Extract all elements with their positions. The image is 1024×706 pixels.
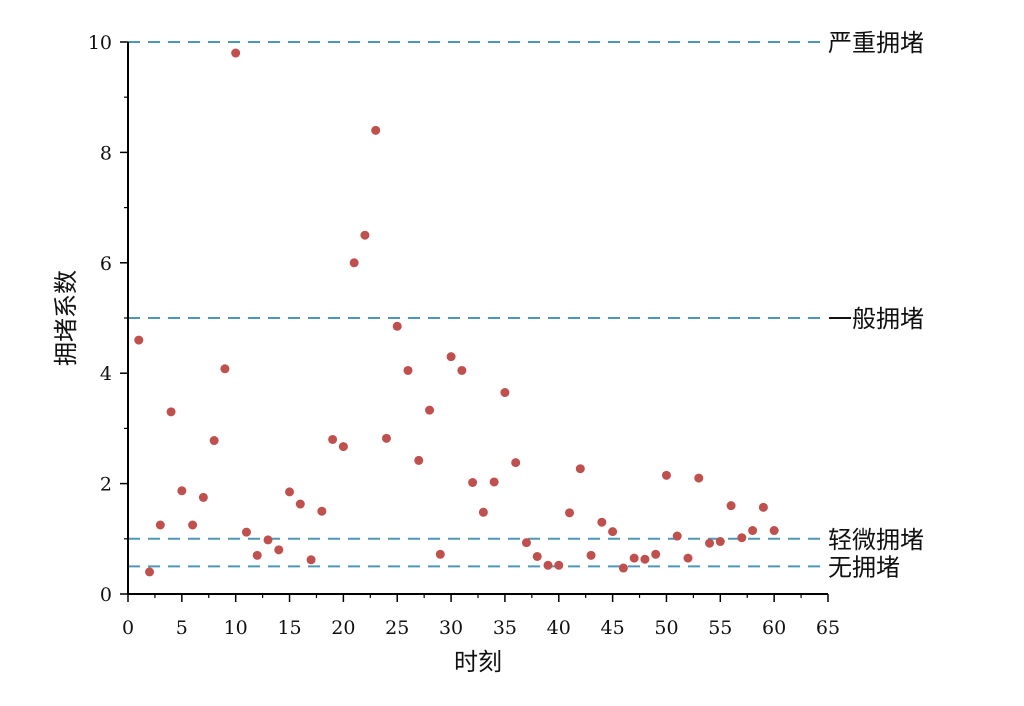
y-tick-label: 2 bbox=[100, 474, 112, 496]
data-point bbox=[737, 533, 747, 543]
data-point bbox=[683, 553, 693, 563]
data-point bbox=[414, 455, 424, 465]
x-tick-label: 20 bbox=[331, 617, 355, 639]
data-point bbox=[306, 555, 316, 565]
x-tick-label: 30 bbox=[439, 617, 463, 639]
data-point bbox=[694, 473, 704, 483]
y-tick-label: 10 bbox=[88, 32, 112, 54]
data-points bbox=[134, 48, 779, 577]
x-tick-label: 5 bbox=[176, 617, 188, 639]
y-tick-label: 4 bbox=[100, 363, 112, 385]
data-point bbox=[511, 458, 521, 468]
data-point bbox=[188, 520, 198, 530]
x-tick-label: 60 bbox=[762, 617, 786, 639]
y-tick-label: 0 bbox=[100, 584, 112, 606]
data-point bbox=[435, 549, 445, 559]
data-point bbox=[532, 551, 542, 561]
x-tick-label: 65 bbox=[816, 617, 840, 639]
y-tick-label: 8 bbox=[100, 142, 112, 164]
data-point bbox=[661, 470, 671, 480]
data-point bbox=[263, 535, 273, 545]
data-point bbox=[198, 492, 208, 502]
data-point bbox=[295, 499, 305, 509]
data-point bbox=[748, 526, 758, 536]
data-point bbox=[285, 487, 295, 497]
x-tick-label: 15 bbox=[277, 617, 301, 639]
reference-lines bbox=[128, 41, 820, 568]
data-point bbox=[575, 464, 585, 474]
x-tick-label: 35 bbox=[493, 617, 517, 639]
data-point bbox=[392, 321, 402, 331]
data-point bbox=[608, 527, 618, 537]
data-point bbox=[629, 553, 639, 563]
data-point bbox=[166, 407, 176, 417]
data-point bbox=[328, 434, 338, 444]
data-point bbox=[543, 560, 553, 570]
x-tick-label: 45 bbox=[601, 617, 625, 639]
data-point bbox=[241, 527, 251, 537]
data-point bbox=[457, 365, 467, 375]
x-tick-label: 40 bbox=[547, 617, 571, 639]
data-point bbox=[403, 365, 413, 375]
reference-line-label: 严重拥堵 bbox=[828, 29, 924, 57]
data-point bbox=[220, 364, 230, 374]
data-point bbox=[715, 537, 725, 547]
x-tick-label: 50 bbox=[654, 617, 678, 639]
data-point bbox=[618, 563, 628, 573]
data-point bbox=[360, 230, 370, 240]
y-axis-title: 拥堵系数 bbox=[52, 270, 80, 366]
data-point bbox=[500, 388, 510, 398]
reference-line-label: 无拥堵 bbox=[828, 553, 900, 581]
data-point bbox=[446, 352, 456, 362]
y-ticks: 0 2 4 6 8 10 bbox=[88, 32, 128, 606]
data-point bbox=[317, 506, 327, 516]
data-point bbox=[338, 442, 348, 452]
data-point bbox=[371, 125, 381, 135]
data-point bbox=[672, 531, 682, 541]
data-point bbox=[381, 433, 391, 443]
data-point bbox=[274, 545, 284, 555]
data-point bbox=[521, 538, 531, 548]
data-point bbox=[565, 508, 575, 518]
data-point bbox=[554, 560, 564, 570]
data-point bbox=[651, 549, 661, 559]
data-point bbox=[597, 517, 607, 527]
data-point bbox=[489, 477, 499, 487]
data-point bbox=[640, 554, 650, 564]
data-point bbox=[177, 486, 187, 496]
reference-line-label: 一般拥堵 bbox=[828, 305, 924, 333]
x-tick-label: 25 bbox=[385, 617, 409, 639]
y-tick-label: 6 bbox=[100, 253, 112, 275]
reference-line-label: 轻微拥堵 bbox=[828, 526, 924, 554]
data-point bbox=[586, 550, 596, 560]
x-tick-label: 55 bbox=[708, 617, 732, 639]
data-point bbox=[468, 477, 478, 487]
data-point bbox=[155, 520, 165, 530]
data-point bbox=[145, 567, 155, 577]
data-point bbox=[769, 526, 779, 536]
data-point bbox=[425, 405, 435, 415]
x-tick-label: 10 bbox=[224, 617, 248, 639]
data-point bbox=[758, 502, 768, 512]
data-point bbox=[478, 507, 488, 517]
data-point bbox=[349, 258, 359, 268]
data-point bbox=[134, 335, 144, 345]
x-ticks: 0 5 10 15 20 25 30 35 40 45 50 55 60 65 bbox=[122, 594, 840, 639]
data-point bbox=[705, 538, 715, 548]
x-axis-title: 时刻 bbox=[454, 648, 502, 676]
x-tick-label: 0 bbox=[122, 617, 134, 639]
data-point bbox=[231, 48, 241, 58]
data-point bbox=[252, 550, 262, 560]
data-point bbox=[209, 436, 219, 446]
data-point bbox=[726, 501, 736, 511]
